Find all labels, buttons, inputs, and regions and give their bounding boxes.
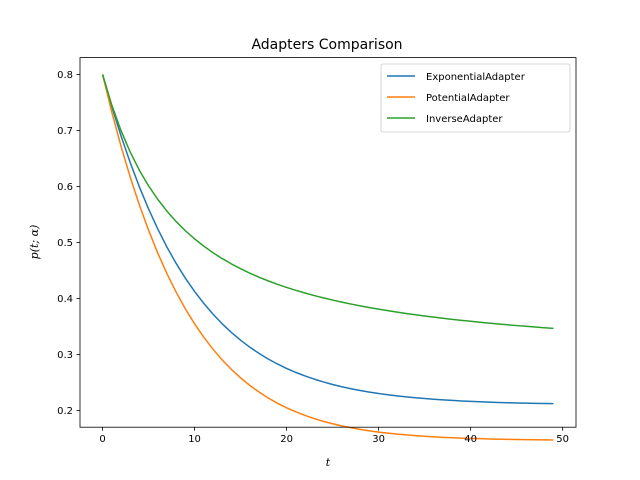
x-tick-label-4: 40 (464, 434, 477, 445)
y-tick-label-1: 0.3 (57, 350, 73, 361)
y-tick-label-0: 0.2 (57, 406, 73, 417)
y-tick-label-4: 0.6 (57, 182, 73, 193)
y-tick-label-2: 0.4 (57, 294, 73, 305)
legend-box (380, 63, 571, 133)
chart-title: Adapters Comparison (251, 37, 402, 53)
legend-label-1: PotentialAdapter (426, 93, 510, 104)
legend-label-2: InverseAdapter (426, 114, 503, 125)
y-axis-label: p(t; α) (28, 225, 41, 260)
y-tick-label-3: 0.5 (57, 238, 73, 249)
x-tick-label-0: 0 (99, 434, 105, 445)
x-tick-label-1: 10 (188, 434, 201, 445)
x-axis: 0 10 20 30 40 50 (99, 427, 569, 445)
x-tick-label-3: 30 (372, 434, 385, 445)
y-axis: 0.2 0.3 0.4 0.5 0.6 0.7 0.8 (57, 70, 80, 417)
legend: ExponentialAdapter PotentialAdapter Invers… (380, 63, 571, 133)
y-tick-label-6: 0.8 (57, 70, 73, 81)
series-line-1 (101, 74, 554, 441)
series-line-2 (101, 74, 554, 330)
plot-lines (101, 74, 554, 441)
series-line-0 (101, 74, 554, 405)
x-tick-label-2: 20 (280, 434, 293, 445)
x-tick-label-5: 50 (556, 434, 569, 445)
x-axis-label: t (326, 456, 331, 469)
legend-label-0: ExponentialAdapter (426, 72, 526, 83)
y-tick-label-5: 0.7 (57, 126, 73, 137)
